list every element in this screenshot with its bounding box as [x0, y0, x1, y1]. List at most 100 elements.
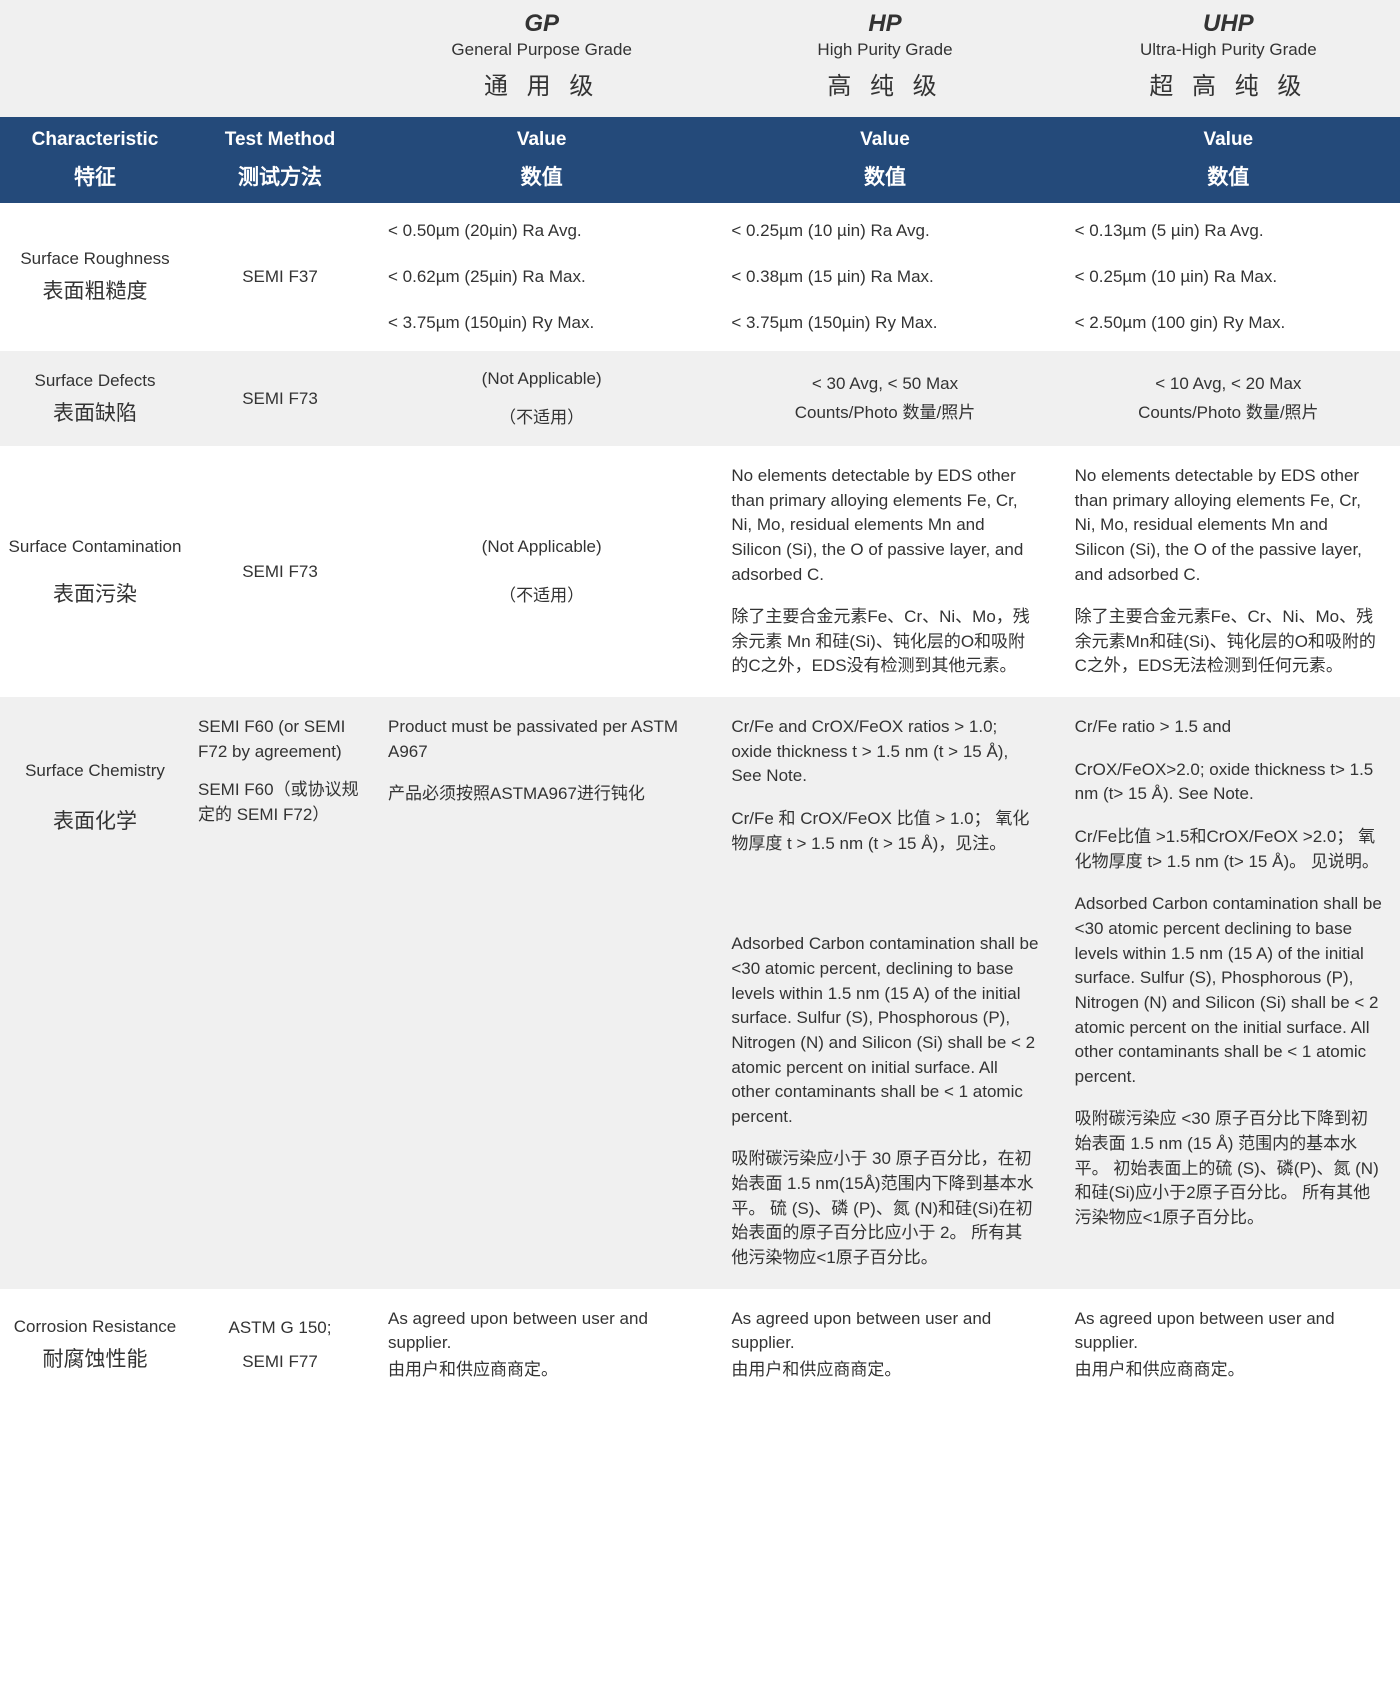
chemistry-hp-cn1: Cr/Fe 和 CrOX/FeOX 比值 > 1.0； 氧化物厚度 t > 1.…: [731, 807, 1038, 856]
contamination-uhp-en: No elements detectable by EDS other than…: [1075, 464, 1382, 587]
spacer: [731, 874, 1038, 914]
val-roughness-hp: < 0.25µm (10 µin) Ra Avg. < 0.38µm (15 µ…: [713, 221, 1056, 333]
char-chemistry-en: Surface Chemistry: [0, 761, 190, 781]
char-chemistry-cn: 表面化学: [0, 805, 190, 835]
roughness-hp-l1: < 0.25µm (10 µin) Ra Avg.: [731, 221, 1038, 241]
val-chemistry-uhp: Cr/Fe ratio > 1.5 and CrOX/FeOX>2.0; oxi…: [1057, 715, 1400, 1271]
grade-hp-abbr: HP: [713, 10, 1056, 38]
header-val-cn: 数值: [1057, 161, 1400, 191]
header-spacer: [0, 10, 370, 101]
char-corrosion-cn: 耐腐蚀性能: [0, 1343, 190, 1373]
defects-uhp-l2: Counts/Photo 数量/照片: [1075, 398, 1382, 423]
header-test-en: Test Method: [190, 129, 370, 151]
test-chemistry: SEMI F60 (or SEMI F72 by agreement) SEMI…: [190, 715, 370, 1271]
test-contamination-val: SEMI F73: [190, 562, 370, 582]
char-defects-cn: 表面缺陷: [0, 397, 190, 427]
header-value-uhp: Value 数值: [1057, 129, 1400, 191]
corrosion-gp-cn: 由用户和供应商商定。: [388, 1358, 695, 1383]
roughness-gp-l3: < 3.75µm (150µin) Ry Max.: [388, 313, 695, 333]
chemistry-gp-cn: 产品必须按照ASTMA967进行钝化: [388, 782, 695, 807]
char-chemistry: Surface Chemistry 表面化学: [0, 715, 190, 1271]
test-defects-val: SEMI F73: [190, 389, 370, 409]
header-val-cn: 数值: [713, 161, 1056, 191]
chemistry-uhp-en1b: CrOX/FeOX>2.0; oxide thickness t> 1.5 nm…: [1075, 758, 1382, 807]
row-surface-roughness: Surface Roughness 表面粗糙度 SEMI F37 < 0.50µ…: [0, 203, 1400, 351]
val-contamination-hp: No elements detectable by EDS other than…: [713, 464, 1056, 679]
grades-header: GP General Purpose Grade 通 用 级 HP High P…: [0, 0, 1400, 117]
header-val-en: Value: [370, 129, 713, 151]
val-defects-hp: < 30 Avg, < 50 Max Counts/Photo 数量/照片: [713, 369, 1056, 428]
header-value-gp: Value 数值: [370, 129, 713, 191]
char-contamination-en: Surface Contamination: [0, 536, 190, 558]
chemistry-hp-en1: Cr/Fe and CrOX/FeOX ratios > 1.0; oxide …: [731, 715, 1038, 789]
corrosion-hp-en: As agreed upon between user and supplier…: [731, 1307, 1038, 1356]
char-contamination-cn: 表面污染: [0, 578, 190, 608]
chemistry-hp-en2: Adsorbed Carbon contamination shall be <…: [731, 932, 1038, 1129]
grade-hp-cn: 高 纯 级: [713, 66, 1056, 101]
test-roughness: SEMI F37: [190, 221, 370, 333]
grade-uhp-abbr: UHP: [1057, 10, 1400, 38]
defects-uhp-l1: < 10 Avg, < 20 Max: [1075, 374, 1382, 394]
header-test-method: Test Method 测试方法: [190, 129, 370, 191]
header-char-cn: 特征: [0, 161, 190, 191]
test-chemistry-en: SEMI F60 (or SEMI F72 by agreement): [198, 715, 362, 764]
val-chemistry-gp: Product must be passivated per ASTM A967…: [370, 715, 713, 1271]
corrosion-hp-cn: 由用户和供应商商定。: [731, 1358, 1038, 1383]
column-header: Characteristic 特征 Test Method 测试方法 Value…: [0, 117, 1400, 203]
row-surface-defects: Surface Defects 表面缺陷 SEMI F73 (Not Appli…: [0, 351, 1400, 446]
char-corrosion-en: Corrosion Resistance: [0, 1317, 190, 1337]
header-test-cn: 测试方法: [190, 161, 370, 191]
grade-uhp-cn: 超 高 纯 级: [1057, 66, 1400, 101]
val-roughness-gp: < 0.50µm (20µin) Ra Avg. < 0.62µm (25µin…: [370, 221, 713, 333]
corrosion-gp-en: As agreed upon between user and supplier…: [388, 1307, 695, 1356]
contamination-hp-en: No elements detectable by EDS other than…: [731, 464, 1038, 587]
val-corrosion-hp: As agreed upon between user and supplier…: [713, 1307, 1056, 1383]
test-roughness-val: SEMI F37: [190, 267, 370, 287]
contamination-uhp-cn: 除了主要合金元素Fe、Cr、Ni、Mo、残余元素Mn和硅(Si)、钝化层的O和吸…: [1075, 605, 1382, 679]
chemistry-gp-en: Product must be passivated per ASTM A967: [388, 715, 695, 764]
val-chemistry-hp: Cr/Fe and CrOX/FeOX ratios > 1.0; oxide …: [713, 715, 1056, 1271]
val-defects-uhp: < 10 Avg, < 20 Max Counts/Photo 数量/照片: [1057, 369, 1400, 428]
roughness-hp-l2: < 0.38µm (15 µin) Ra Max.: [731, 267, 1038, 287]
corrosion-uhp-cn: 由用户和供应商商定。: [1075, 1358, 1382, 1383]
defects-gp-l1: (Not Applicable): [388, 369, 695, 389]
roughness-uhp-l3: < 2.50µm (100 gin) Ry Max.: [1075, 313, 1382, 333]
test-contamination: SEMI F73: [190, 464, 370, 679]
row-surface-chemistry: Surface Chemistry 表面化学 SEMI F60 (or SEMI…: [0, 697, 1400, 1289]
header-characteristic: Characteristic 特征: [0, 129, 190, 191]
roughness-gp-l2: < 0.62µm (25µin) Ra Max.: [388, 267, 695, 287]
header-val-en: Value: [713, 129, 1056, 151]
char-defects-en: Surface Defects: [0, 371, 190, 391]
chemistry-uhp-en2: Adsorbed Carbon contamination shall be <…: [1075, 892, 1382, 1089]
grade-uhp-en: Ultra-High Purity Grade: [1057, 40, 1400, 60]
row-surface-contamination: Surface Contamination 表面污染 SEMI F73 (Not…: [0, 446, 1400, 697]
chemistry-hp-cn2: 吸附碳污染应小于 30 原子百分比，在初始表面 1.5 nm(15Å)范围内下降…: [731, 1147, 1038, 1270]
chemistry-uhp-cn2: 吸附碳污染应 <30 原子百分比下降到初始表面 1.5 nm (15 Å) 范围…: [1075, 1107, 1382, 1230]
char-contamination: Surface Contamination 表面污染: [0, 464, 190, 679]
contamination-hp-cn: 除了主要合金元素Fe、Cr、Ni、Mo，残余元素 Mn 和硅(Si)、钝化层的O…: [731, 605, 1038, 679]
char-roughness-en: Surface Roughness: [0, 249, 190, 269]
char-roughness: Surface Roughness 表面粗糙度: [0, 221, 190, 333]
val-corrosion-uhp: As agreed upon between user and supplier…: [1057, 1307, 1400, 1383]
val-contamination-uhp: No elements detectable by EDS other than…: [1057, 464, 1400, 679]
val-roughness-uhp: < 0.13µm (5 µin) Ra Avg. < 0.25µm (10 µi…: [1057, 221, 1400, 333]
grade-gp: GP General Purpose Grade 通 用 级: [370, 10, 713, 101]
grade-uhp: UHP Ultra-High Purity Grade 超 高 纯 级: [1057, 10, 1400, 101]
char-defects: Surface Defects 表面缺陷: [0, 369, 190, 428]
row-corrosion-resistance: Corrosion Resistance 耐腐蚀性能 ASTM G 150; S…: [0, 1289, 1400, 1401]
val-corrosion-gp: As agreed upon between user and supplier…: [370, 1307, 713, 1383]
header-val-en: Value: [1057, 129, 1400, 151]
defects-hp-l1: < 30 Avg, < 50 Max: [731, 374, 1038, 394]
grade-hp: HP High Purity Grade 高 纯 级: [713, 10, 1056, 101]
grade-gp-cn: 通 用 级: [370, 66, 713, 101]
test-corrosion: ASTM G 150; SEMI F77: [190, 1307, 370, 1383]
test-chemistry-cn: SEMI F60（或协议规定的 SEMI F72）: [198, 778, 362, 827]
contamination-gp-l1: (Not Applicable): [388, 537, 695, 557]
defects-gp-l2: （不适用）: [388, 403, 695, 428]
char-corrosion: Corrosion Resistance 耐腐蚀性能: [0, 1307, 190, 1383]
val-defects-gp: (Not Applicable) （不适用）: [370, 369, 713, 428]
val-contamination-gp: (Not Applicable) （不适用）: [370, 464, 713, 679]
test-defects: SEMI F73: [190, 369, 370, 428]
roughness-gp-l1: < 0.50µm (20µin) Ra Avg.: [388, 221, 695, 241]
grade-gp-abbr: GP: [370, 10, 713, 38]
